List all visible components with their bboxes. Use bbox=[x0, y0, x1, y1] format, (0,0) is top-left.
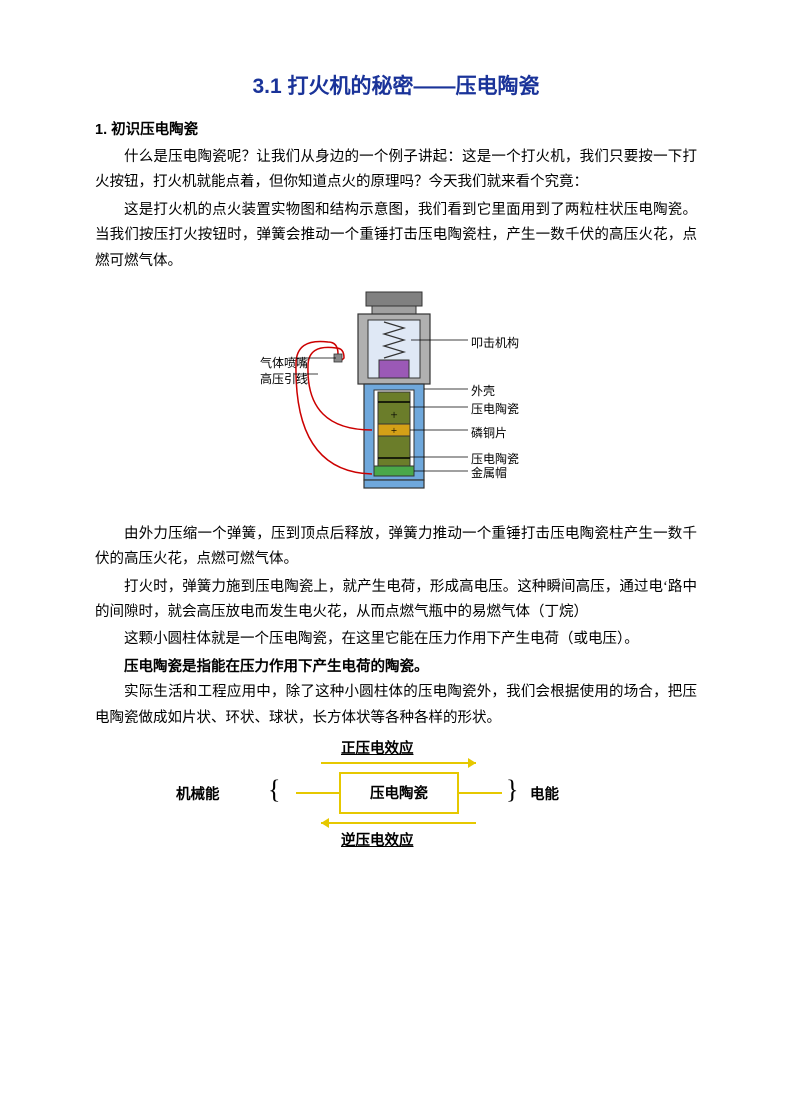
bold-definition: 压电陶瓷是指能在压力作用下产生电荷的陶瓷。 bbox=[95, 655, 697, 680]
paragraph: 什么是压电陶瓷呢？让我们从身边的一个例子讲起：这是一个打火机，我们只要按一下打火… bbox=[95, 145, 697, 196]
diagram-label: 叩击机构 bbox=[471, 334, 519, 351]
svg-text:+: + bbox=[390, 407, 397, 422]
paragraph: 实际生活和工程应用中，除了这种小圆柱体的压电陶瓷外，我们会根据使用的场合，把压电… bbox=[95, 680, 697, 731]
diagram2-left-label: 机械能 bbox=[176, 783, 220, 804]
lighter-diagram-container: + + 气体喷嘴 高压引线 叩击 bbox=[95, 282, 697, 512]
paragraph: 由外力压缩一个弹簧，压到顶点后释放，弹簧力推动一个重锤打击压电陶瓷柱产生一数千伏… bbox=[95, 522, 697, 573]
diagram-label: 外壳 bbox=[471, 382, 495, 399]
paragraph: 这是打火机的点火装置实物图和结构示意图，我们看到它里面用到了两粒柱状压电陶瓷。当… bbox=[95, 198, 697, 274]
lighter-diagram: + + 气体喷嘴 高压引线 叩击 bbox=[246, 282, 546, 507]
diagram-label: 高压引线 bbox=[260, 370, 308, 387]
piezo-effect-diagram: 正压电效应 机械能 { 压电陶瓷 } 电能 逆压电效应 bbox=[176, 737, 616, 852]
piezo-effect-diagram-container: 正压电效应 机械能 { 压电陶瓷 } 电能 逆压电效应 bbox=[95, 737, 697, 857]
right-brace: } bbox=[506, 775, 518, 805]
diagram-label: 金属帽 bbox=[471, 464, 507, 481]
diagram2-center-box: 压电陶瓷 bbox=[339, 772, 459, 814]
paragraph: 打火时，弹簧力施到压电陶瓷上，就产生电荷，形成高电压。这种瞬间高压，通过电‘路中… bbox=[95, 575, 697, 626]
diagram2-right-label: 电能 bbox=[530, 783, 559, 804]
section-heading-1: 1. 初识压电陶瓷 bbox=[95, 118, 697, 139]
diagram-label: 气体喷嘴 bbox=[260, 354, 308, 371]
paragraph: 这颗小圆柱体就是一个压电陶瓷，在这里它能在压力作用下产生电荷（或电压）。 bbox=[95, 627, 697, 652]
left-brace: { bbox=[268, 775, 280, 805]
page-title: 3.1 打火机的秘密——压电陶瓷 bbox=[95, 70, 697, 100]
svg-text:+: + bbox=[391, 425, 397, 437]
diagram-label: 磷铜片 bbox=[471, 424, 507, 441]
diagram-label: 压电陶瓷 bbox=[471, 400, 519, 417]
diagram2-bottom-label: 逆压电效应 bbox=[341, 829, 414, 850]
